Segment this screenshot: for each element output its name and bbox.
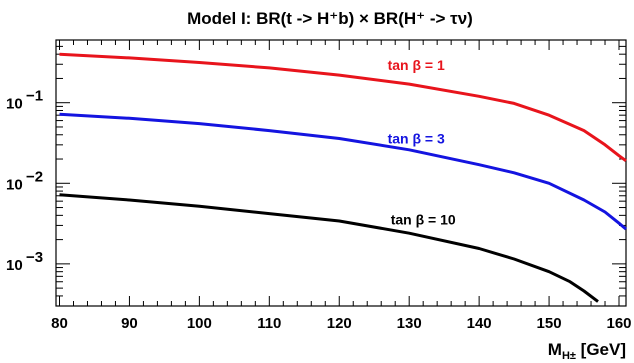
x-axis-label: MH± [GeV] — [548, 340, 626, 362]
y-tick-label: 10 — [6, 176, 23, 193]
plot-frame — [55, 39, 627, 307]
series-label: tan β = 1 — [388, 57, 445, 73]
series-line — [59, 112, 627, 231]
x-axis-label-subscript: H± — [562, 350, 576, 362]
y-tick-exponent: −3 — [26, 249, 43, 266]
y-tick-exponent: −2 — [26, 168, 43, 185]
x-tick-label: 150 — [537, 315, 562, 332]
x-tick-label: 130 — [397, 315, 422, 332]
axis-ticks — [56, 40, 626, 307]
x-tick-label: 160 — [606, 315, 631, 332]
y-tick-exponent: −1 — [26, 88, 43, 105]
x-tick-labels: 80 90 100 110 120 130 140 150 160 — [51, 315, 631, 332]
x-tick-label: 120 — [327, 315, 352, 332]
series-lines — [59, 52, 627, 303]
x-tick-label: 100 — [187, 315, 212, 332]
series-line — [59, 52, 627, 163]
series-label: tan β = 3 — [388, 131, 445, 147]
y-tick-label: 10 — [6, 96, 23, 113]
y-tick-labels: 10−110−210−3 — [6, 88, 43, 274]
x-tick-label: 140 — [467, 315, 492, 332]
x-axis-label-unit: [GeV] — [576, 340, 626, 359]
series-labels: tan β = 1 tan β = 3 tan β = 10 — [388, 57, 456, 227]
chart-title: Model I: BR(t -> H⁺b) × BR(H⁺ -> τν) — [187, 9, 473, 28]
x-tick-label: 80 — [51, 315, 68, 332]
y-tick-label: 10 — [6, 257, 23, 274]
series-label: tan β = 10 — [391, 211, 456, 227]
series-line — [59, 193, 599, 303]
x-tick-label: 110 — [257, 315, 281, 332]
x-tick-label: 90 — [121, 315, 138, 332]
